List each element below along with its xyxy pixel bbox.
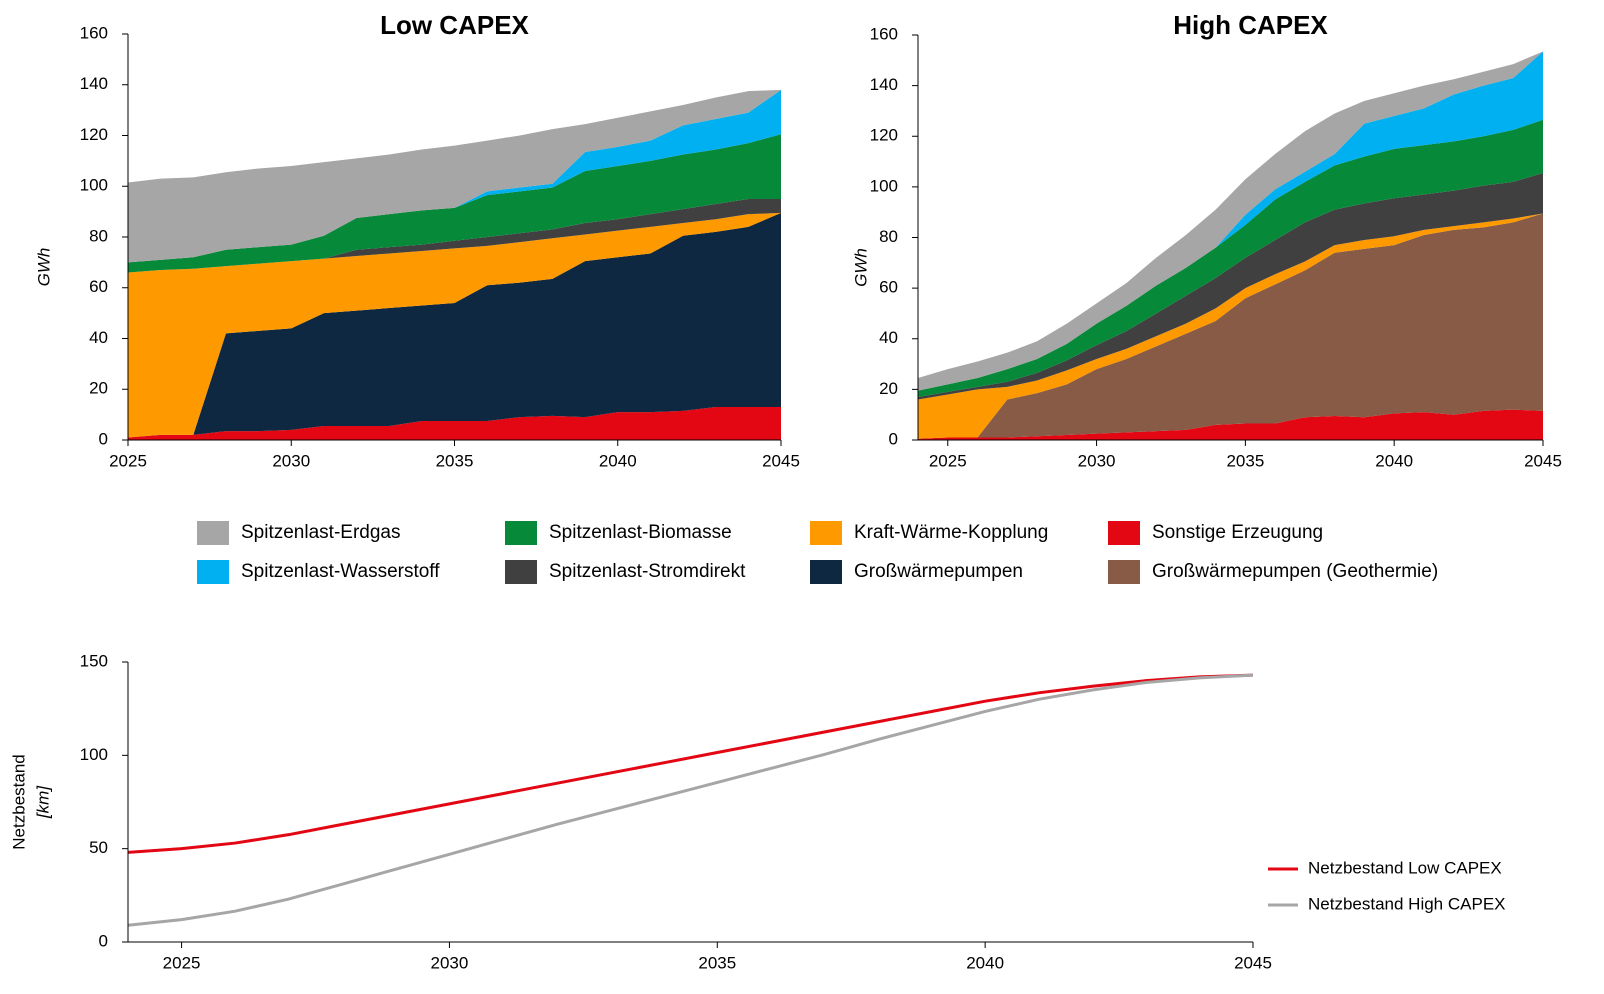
legend-label: Netzbestand High CAPEX xyxy=(1308,894,1506,913)
legend-swatch xyxy=(810,521,842,545)
y-axis-label: Netzbestand xyxy=(9,754,28,849)
legend-label: Spitzenlast-Biomasse xyxy=(549,522,732,543)
x-tick-label: 2030 xyxy=(431,953,469,972)
y-tick-label: 150 xyxy=(80,651,108,670)
y-axis-label: GWh xyxy=(34,248,53,287)
legend-swatch xyxy=(197,521,229,545)
legend-label: Großwärmepumpen (Geothermie) xyxy=(1152,561,1438,582)
y-tick-label: 160 xyxy=(80,23,108,42)
area xyxy=(128,134,781,273)
x-tick-label: 2035 xyxy=(1226,451,1264,470)
area xyxy=(128,89,781,263)
legend-swatch xyxy=(505,560,537,584)
area xyxy=(918,51,1543,391)
line xyxy=(127,673,1254,927)
area xyxy=(128,407,781,440)
legend-swatch xyxy=(810,560,842,584)
legend-swatch xyxy=(1108,521,1140,545)
area xyxy=(918,409,1543,440)
x-tick-label: 2040 xyxy=(1375,451,1413,470)
x-tick-label: 2040 xyxy=(966,953,1004,972)
x-tick-label: 2030 xyxy=(1078,451,1116,470)
y-tick-label: 60 xyxy=(89,277,108,296)
legend-label: Spitzenlast-Erdgas xyxy=(241,522,400,543)
area xyxy=(918,213,1543,439)
legend-label: Spitzenlast-Stromdirekt xyxy=(549,561,746,582)
y-tick-label: 80 xyxy=(89,226,108,245)
y-tick-label: 40 xyxy=(879,328,898,347)
y-tick-label: 100 xyxy=(870,176,898,195)
x-tick-label: 2025 xyxy=(929,451,967,470)
legend-label: Kraft-Wärme-Kopplung xyxy=(854,522,1048,543)
y-tick-label: 50 xyxy=(89,838,108,857)
chart-title: High CAPEX xyxy=(1173,10,1328,40)
x-tick-label: 2030 xyxy=(272,451,310,470)
area xyxy=(918,213,1543,439)
legend-label: Sonstige Erzeugung xyxy=(1152,522,1323,543)
y-tick-label: 120 xyxy=(870,126,898,145)
legend-label: Spitzenlast-Wasserstoff xyxy=(241,561,440,582)
y-tick-label: 160 xyxy=(870,24,898,43)
chart-title: Low CAPEX xyxy=(380,10,529,40)
legend-label: Netzbestand Low CAPEX xyxy=(1308,858,1502,877)
y-tick-label: 60 xyxy=(879,278,898,297)
y-tick-label: 40 xyxy=(89,328,108,347)
x-tick-label: 2040 xyxy=(599,451,637,470)
x-tick-label: 2035 xyxy=(436,451,474,470)
x-tick-label: 2045 xyxy=(1524,451,1562,470)
x-tick-label: 2025 xyxy=(163,953,201,972)
y-tick-label: 80 xyxy=(879,227,898,246)
area xyxy=(918,172,1543,400)
y-tick-label: 140 xyxy=(870,75,898,94)
y-tick-label: 100 xyxy=(80,745,108,764)
legend-label: Großwärmepumpen xyxy=(854,561,1023,582)
x-tick-label: 2035 xyxy=(698,953,736,972)
legend-swatch xyxy=(505,521,537,545)
y-tick-label: 0 xyxy=(889,429,898,448)
area xyxy=(128,212,781,438)
y-tick-label: 0 xyxy=(99,931,108,950)
y-tick-label: 20 xyxy=(89,379,108,398)
x-tick-label: 2045 xyxy=(1234,953,1272,972)
y-tick-label: 120 xyxy=(80,125,108,144)
legend-swatch xyxy=(197,560,229,584)
line xyxy=(127,673,1254,854)
x-tick-label: 2025 xyxy=(109,451,147,470)
area xyxy=(918,51,1543,391)
x-tick-label: 2045 xyxy=(762,451,800,470)
y-axis-unit: [km] xyxy=(33,785,52,819)
area xyxy=(128,198,781,273)
area xyxy=(918,119,1543,397)
y-axis-label: GWh xyxy=(851,248,870,287)
legend-swatch xyxy=(1108,560,1140,584)
y-tick-label: 100 xyxy=(80,176,108,195)
y-tick-label: 20 xyxy=(879,379,898,398)
y-tick-label: 0 xyxy=(99,429,108,448)
area xyxy=(128,212,781,438)
y-tick-label: 140 xyxy=(80,74,108,93)
